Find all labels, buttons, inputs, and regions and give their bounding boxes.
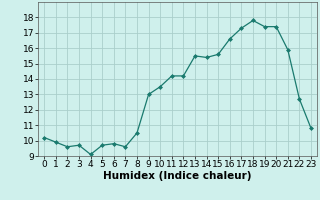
X-axis label: Humidex (Indice chaleur): Humidex (Indice chaleur) xyxy=(103,171,252,181)
